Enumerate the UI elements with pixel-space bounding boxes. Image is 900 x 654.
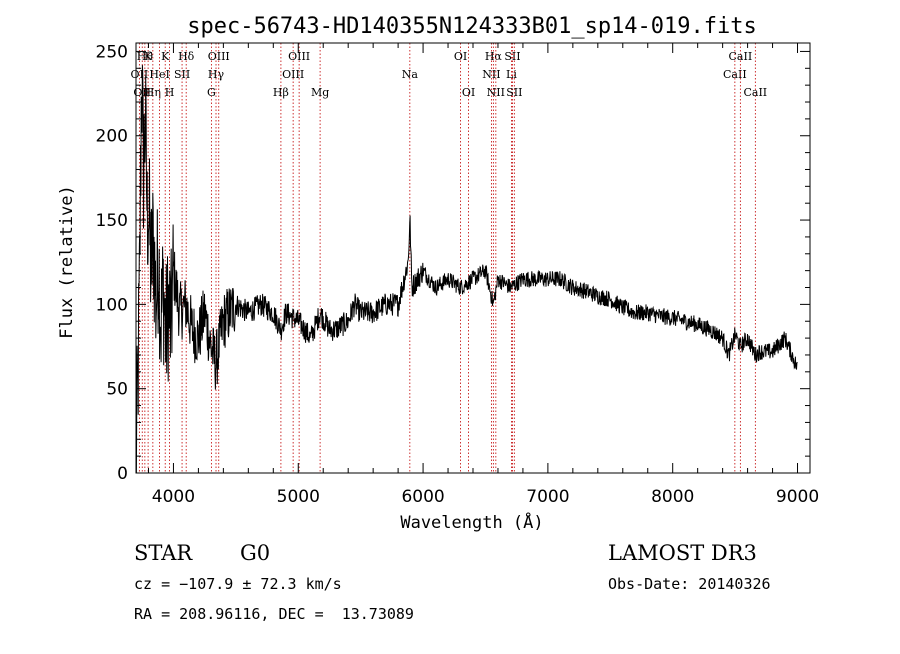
flux-series xyxy=(135,65,798,474)
axes: 4000 5000 6000 7000 8000 9000 0 50 100 150 200 250 xyxy=(96,42,820,507)
line-label: OIII xyxy=(208,50,230,63)
plot-frame xyxy=(135,42,811,474)
x-tick-label: 8000 xyxy=(651,487,694,507)
observation-date: Obs-Date: 20140326 xyxy=(608,575,771,593)
x-tick-label: 7000 xyxy=(526,487,569,507)
y-tick-label: 250 xyxy=(96,42,128,62)
x-axis-label: Wavelength (Å) xyxy=(400,511,543,533)
chart-title: spec-56743-HD140355N124333B01_sp14-019.f… xyxy=(187,14,757,39)
spectral-line-markers: OIIOIIHθKHηHeIKHSIIHδGHγOIIIHβOIIIOIIIMg… xyxy=(131,43,767,473)
y-tick-label: 50 xyxy=(106,380,128,400)
line-label: OIII xyxy=(282,68,304,81)
y-tick-label: 0 xyxy=(117,464,128,484)
x-tick-label: 6000 xyxy=(401,487,444,507)
line-label: OII xyxy=(131,68,149,81)
line-label: Na xyxy=(402,68,419,81)
line-label: Hβ xyxy=(273,86,289,99)
line-label: H xyxy=(165,86,175,99)
line-label: OIII xyxy=(288,50,310,63)
line-label: CaII xyxy=(729,50,753,63)
line-label: Hδ xyxy=(178,50,195,63)
object-class: STAR xyxy=(134,541,193,565)
line-label: K xyxy=(144,50,153,63)
y-tick-label: 150 xyxy=(96,211,128,231)
line-label: Hθ xyxy=(137,50,154,63)
line-label: CaII xyxy=(723,68,747,81)
x-tick-label: 9000 xyxy=(776,487,819,507)
line-label: Hγ xyxy=(208,68,225,81)
line-label: K xyxy=(161,50,170,63)
line-label: HeI xyxy=(149,68,169,81)
line-label: NII xyxy=(487,86,505,99)
line-label: Hη xyxy=(145,86,161,99)
line-label: Mg xyxy=(311,86,329,99)
y-tick-label: 100 xyxy=(96,295,128,315)
redshift-velocity: cz = −107.9 ± 72.3 km/s xyxy=(134,575,342,593)
y-axis-label: Flux (relative) xyxy=(57,185,77,339)
line-label: Hα xyxy=(485,50,503,63)
line-label: OI xyxy=(462,86,475,99)
coordinates: RA = 208.96116, DEC = 13.73089 xyxy=(134,605,414,623)
line-label: Li xyxy=(506,68,517,81)
flux-line xyxy=(135,65,798,474)
line-label: SII xyxy=(506,86,522,99)
survey-name: LAMOST DR3 xyxy=(608,541,757,565)
line-label: CaII xyxy=(743,86,767,99)
y-tick-label: 200 xyxy=(96,127,128,147)
line-label: OI xyxy=(454,50,467,63)
line-label: SII xyxy=(174,68,190,81)
object-subclass: G0 xyxy=(240,541,271,565)
x-tick-label: 5000 xyxy=(277,487,320,507)
line-label: NII xyxy=(482,68,500,81)
x-tick-label: 4000 xyxy=(152,487,195,507)
line-label: SII xyxy=(504,50,520,63)
line-label: G xyxy=(207,86,216,99)
